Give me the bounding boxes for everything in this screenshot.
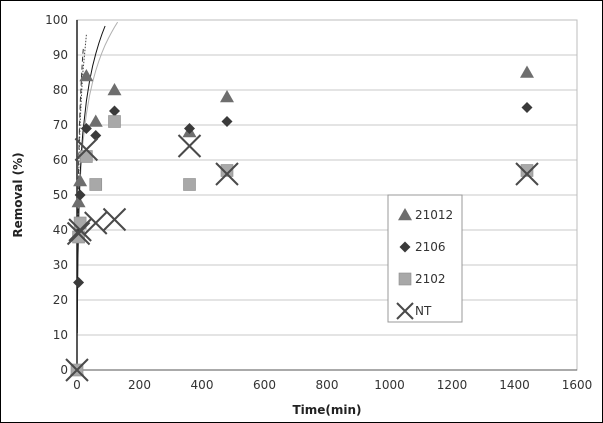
x-tick-label: 800 [316,378,339,392]
legend-label: 2106 [415,240,446,254]
data-point-2106-4 [90,130,102,141]
data-point-2106-3 [80,123,92,134]
y-tick-label: 80 [53,83,68,97]
data-point-NT-4-stroke-b [84,211,108,235]
data-point-21012-8 [520,65,534,78]
data-points [65,65,539,382]
data-point-NT-1 [66,221,91,246]
legend-label: 2102 [415,272,446,286]
x-tick-label: 0 [73,378,81,392]
data-point-2106-8 [521,102,533,113]
legend-item-21012: 21012 [398,208,453,222]
data-point-21012-5 [107,83,122,96]
data-point-NT-4 [84,211,108,235]
data-point-21012-3 [79,69,94,82]
data-point-NT-5-stroke-b [102,207,127,232]
legend-label: NT [415,304,432,318]
y-tick-labels: 0 10 20 30 40 50 60 70 80 90 100 [45,13,68,377]
data-point-2102-5 [108,115,121,128]
data-point-NT-7 [215,162,239,186]
y-tick-label: 50 [53,188,68,202]
data-point-2106-7 [221,116,233,127]
x-tick-label: 1200 [437,378,468,392]
data-point-NT-3-stroke-b [74,137,99,162]
data-point-21012-4 [88,114,103,127]
series-21012 [70,65,534,376]
legend-item-2106: 2106 [399,240,446,254]
x-axis-title: Time(min) [292,403,361,417]
data-point-2102-7 [220,164,234,177]
data-point-NT-2 [68,218,92,242]
x-tick-label: 200 [128,378,151,392]
data-point-2102-6 [183,178,196,191]
y-tick-label: 90 [53,48,68,62]
y-tick-label: 40 [53,223,68,237]
x-tick-label: 1000 [374,378,405,392]
data-point-NT-3 [74,137,99,162]
data-point-NT-1-stroke-b [66,221,91,246]
data-point-21012-7 [220,90,234,103]
x-tick-label: 600 [253,378,276,392]
legend-marker-2106 [399,241,411,253]
data-point-NT-5 [102,207,127,232]
series-NT [65,134,539,382]
y-tick-label: 0 [60,363,68,377]
y-tick-label: 30 [53,258,68,272]
series-2106 [71,102,533,376]
x-tick-labels: 0 200 400 600 800 1000 1200 1400 1600 [73,378,592,392]
data-point-NT-0-stroke-b [65,358,89,382]
data-point-NT-0 [65,358,89,382]
y-axis-title: Removal (%) [11,152,25,237]
data-point-2102-4 [89,178,103,191]
y-tick-label: 10 [53,328,68,342]
y-tick-label: 70 [53,118,68,132]
legend-item-2102: 2102 [398,272,446,286]
x-tick-label: 1600 [562,378,593,392]
data-point-2106-6 [184,123,195,134]
y-tick-label: 20 [53,293,68,307]
data-point-21012-2 [73,174,88,187]
data-point-21012-1 [71,195,86,208]
legend-item-NT: NT [396,302,432,320]
data-point-NT-6-stroke-b [177,134,202,158]
data-point-NT-8-stroke-b [515,162,539,186]
data-point-NT-8 [515,162,539,186]
data-point-NT-2-stroke-b [68,218,92,242]
legend-marker-2102 [398,272,412,286]
legend-items: 21012 2106 2102 NT [396,208,453,320]
x-tick-label: 400 [191,378,214,392]
data-point-2106-1 [73,277,85,288]
data-point-2106-2 [74,189,86,201]
legend-marker-NT [396,302,414,320]
legend-label: 21012 [415,208,453,222]
legend-marker-NT-stroke-b [396,302,414,320]
x-tick-label: 1400 [499,378,530,392]
y-tick-label: 60 [53,153,68,167]
data-point-NT-6 [177,134,202,158]
data-point-2106-5 [109,105,120,117]
legend: 21012 2106 2102 NT [387,194,463,323]
y-tick-label: 100 [45,13,68,27]
data-point-2102-8 [520,164,534,177]
legend-marker-21012 [398,208,412,221]
data-point-NT-7-stroke-b [215,162,239,186]
